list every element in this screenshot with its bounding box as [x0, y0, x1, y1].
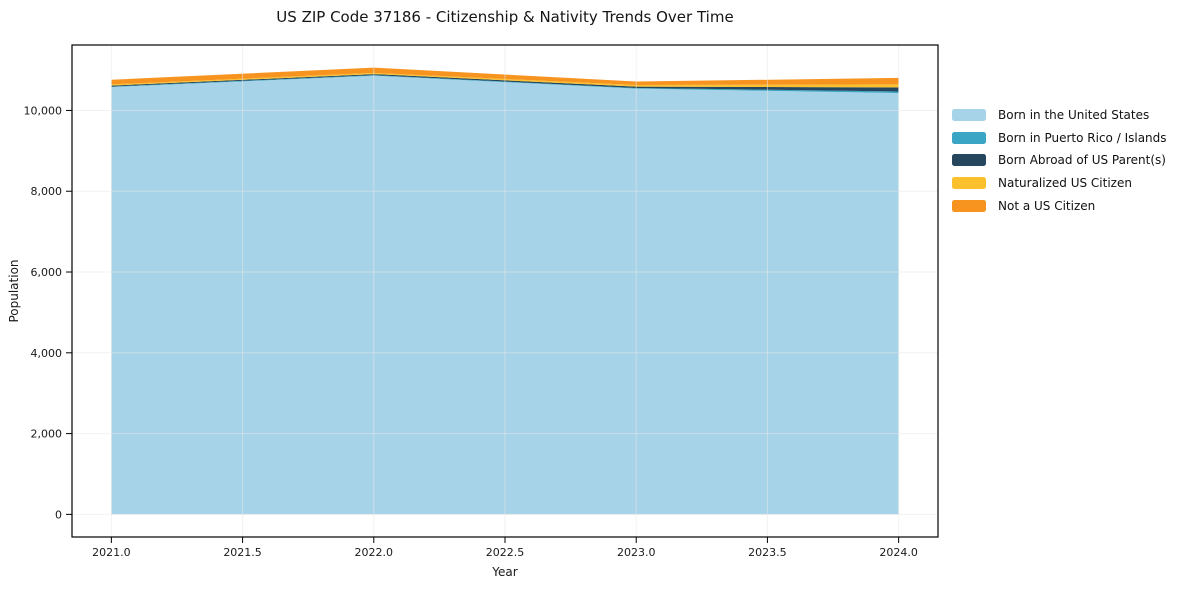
legend-item-label: Naturalized US Citizen [998, 176, 1132, 191]
legend-item: Not a US Citizen [952, 194, 1167, 217]
x-tick-label: 2022.0 [355, 546, 394, 559]
y-tick-label: 2,000 [31, 428, 63, 441]
y-axis-label: Population [7, 259, 21, 323]
chart-title: US ZIP Code 37186 - Citizenship & Nativi… [276, 8, 734, 26]
y-tick-label: 4,000 [31, 347, 63, 360]
area-series-1 [111, 75, 899, 94]
legend-swatch-born-in-us [952, 109, 986, 122]
legend-item-label: Born Abroad of US Parent(s) [998, 153, 1166, 168]
x-tick-label: 2023.5 [748, 546, 787, 559]
area-series-2 [111, 74, 899, 92]
x-axis-label: Year [492, 565, 518, 579]
legend-item-label: Born in the United States [998, 108, 1150, 123]
legend-swatch-not-citizen [952, 199, 986, 212]
legend-item-label: Born in Puerto Rico / Islands [998, 130, 1167, 145]
y-tick-label: 0 [55, 508, 62, 521]
legend-swatch-born-puerto-rico [952, 131, 986, 144]
legend-item: Born in the United States [952, 104, 1167, 127]
x-tick-label: 2022.5 [486, 546, 525, 559]
x-tick-label: 2021.0 [92, 546, 131, 559]
legend-item: Naturalized US Citizen [952, 172, 1167, 195]
legend: Born in the United States Born in Puerto… [952, 104, 1167, 217]
y-tick-label: 10,000 [24, 104, 63, 117]
legend-item-label: Not a US Citizen [998, 198, 1096, 213]
x-tick-label: 2024.0 [879, 546, 918, 559]
x-tick-label: 2021.5 [223, 546, 262, 559]
legend-swatch-born-abroad [952, 154, 986, 167]
legend-item: Born in Puerto Rico / Islands [952, 127, 1167, 150]
legend-item: Born Abroad of US Parent(s) [952, 149, 1167, 172]
y-tick-label: 8,000 [31, 185, 63, 198]
y-tick-label: 6,000 [31, 266, 63, 279]
x-tick-label: 2023.0 [617, 546, 656, 559]
legend-swatch-naturalized [952, 177, 986, 190]
